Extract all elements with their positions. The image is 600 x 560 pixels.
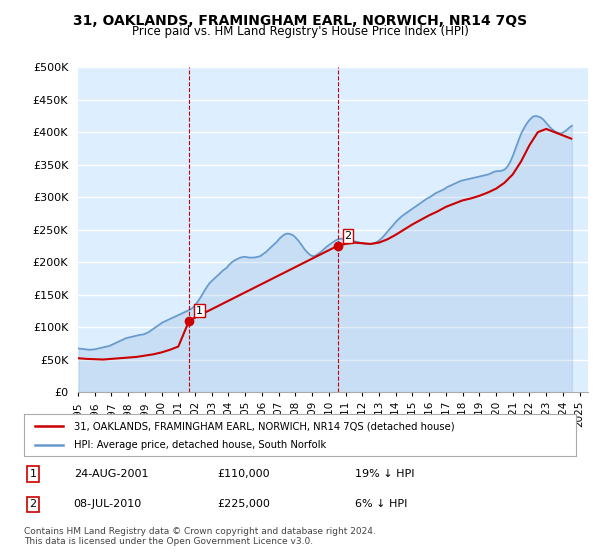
Text: 6% ↓ HPI: 6% ↓ HPI bbox=[355, 500, 407, 510]
Text: £110,000: £110,000 bbox=[217, 469, 270, 479]
Text: 2: 2 bbox=[29, 500, 37, 510]
Text: 31, OAKLANDS, FRAMINGHAM EARL, NORWICH, NR14 7QS (detached house): 31, OAKLANDS, FRAMINGHAM EARL, NORWICH, … bbox=[74, 421, 454, 431]
Text: £225,000: £225,000 bbox=[217, 500, 270, 510]
Text: 19% ↓ HPI: 19% ↓ HPI bbox=[355, 469, 415, 479]
Text: 31, OAKLANDS, FRAMINGHAM EARL, NORWICH, NR14 7QS: 31, OAKLANDS, FRAMINGHAM EARL, NORWICH, … bbox=[73, 14, 527, 28]
Text: Price paid vs. HM Land Registry's House Price Index (HPI): Price paid vs. HM Land Registry's House … bbox=[131, 25, 469, 38]
Text: HPI: Average price, detached house, South Norfolk: HPI: Average price, detached house, Sout… bbox=[74, 440, 326, 450]
Text: 24-AUG-2001: 24-AUG-2001 bbox=[74, 469, 148, 479]
Text: Contains HM Land Registry data © Crown copyright and database right 2024.
This d: Contains HM Land Registry data © Crown c… bbox=[24, 526, 376, 546]
Text: 1: 1 bbox=[196, 306, 203, 316]
Text: 1: 1 bbox=[29, 469, 37, 479]
Text: 2: 2 bbox=[344, 231, 352, 241]
Text: 08-JUL-2010: 08-JUL-2010 bbox=[74, 500, 142, 510]
